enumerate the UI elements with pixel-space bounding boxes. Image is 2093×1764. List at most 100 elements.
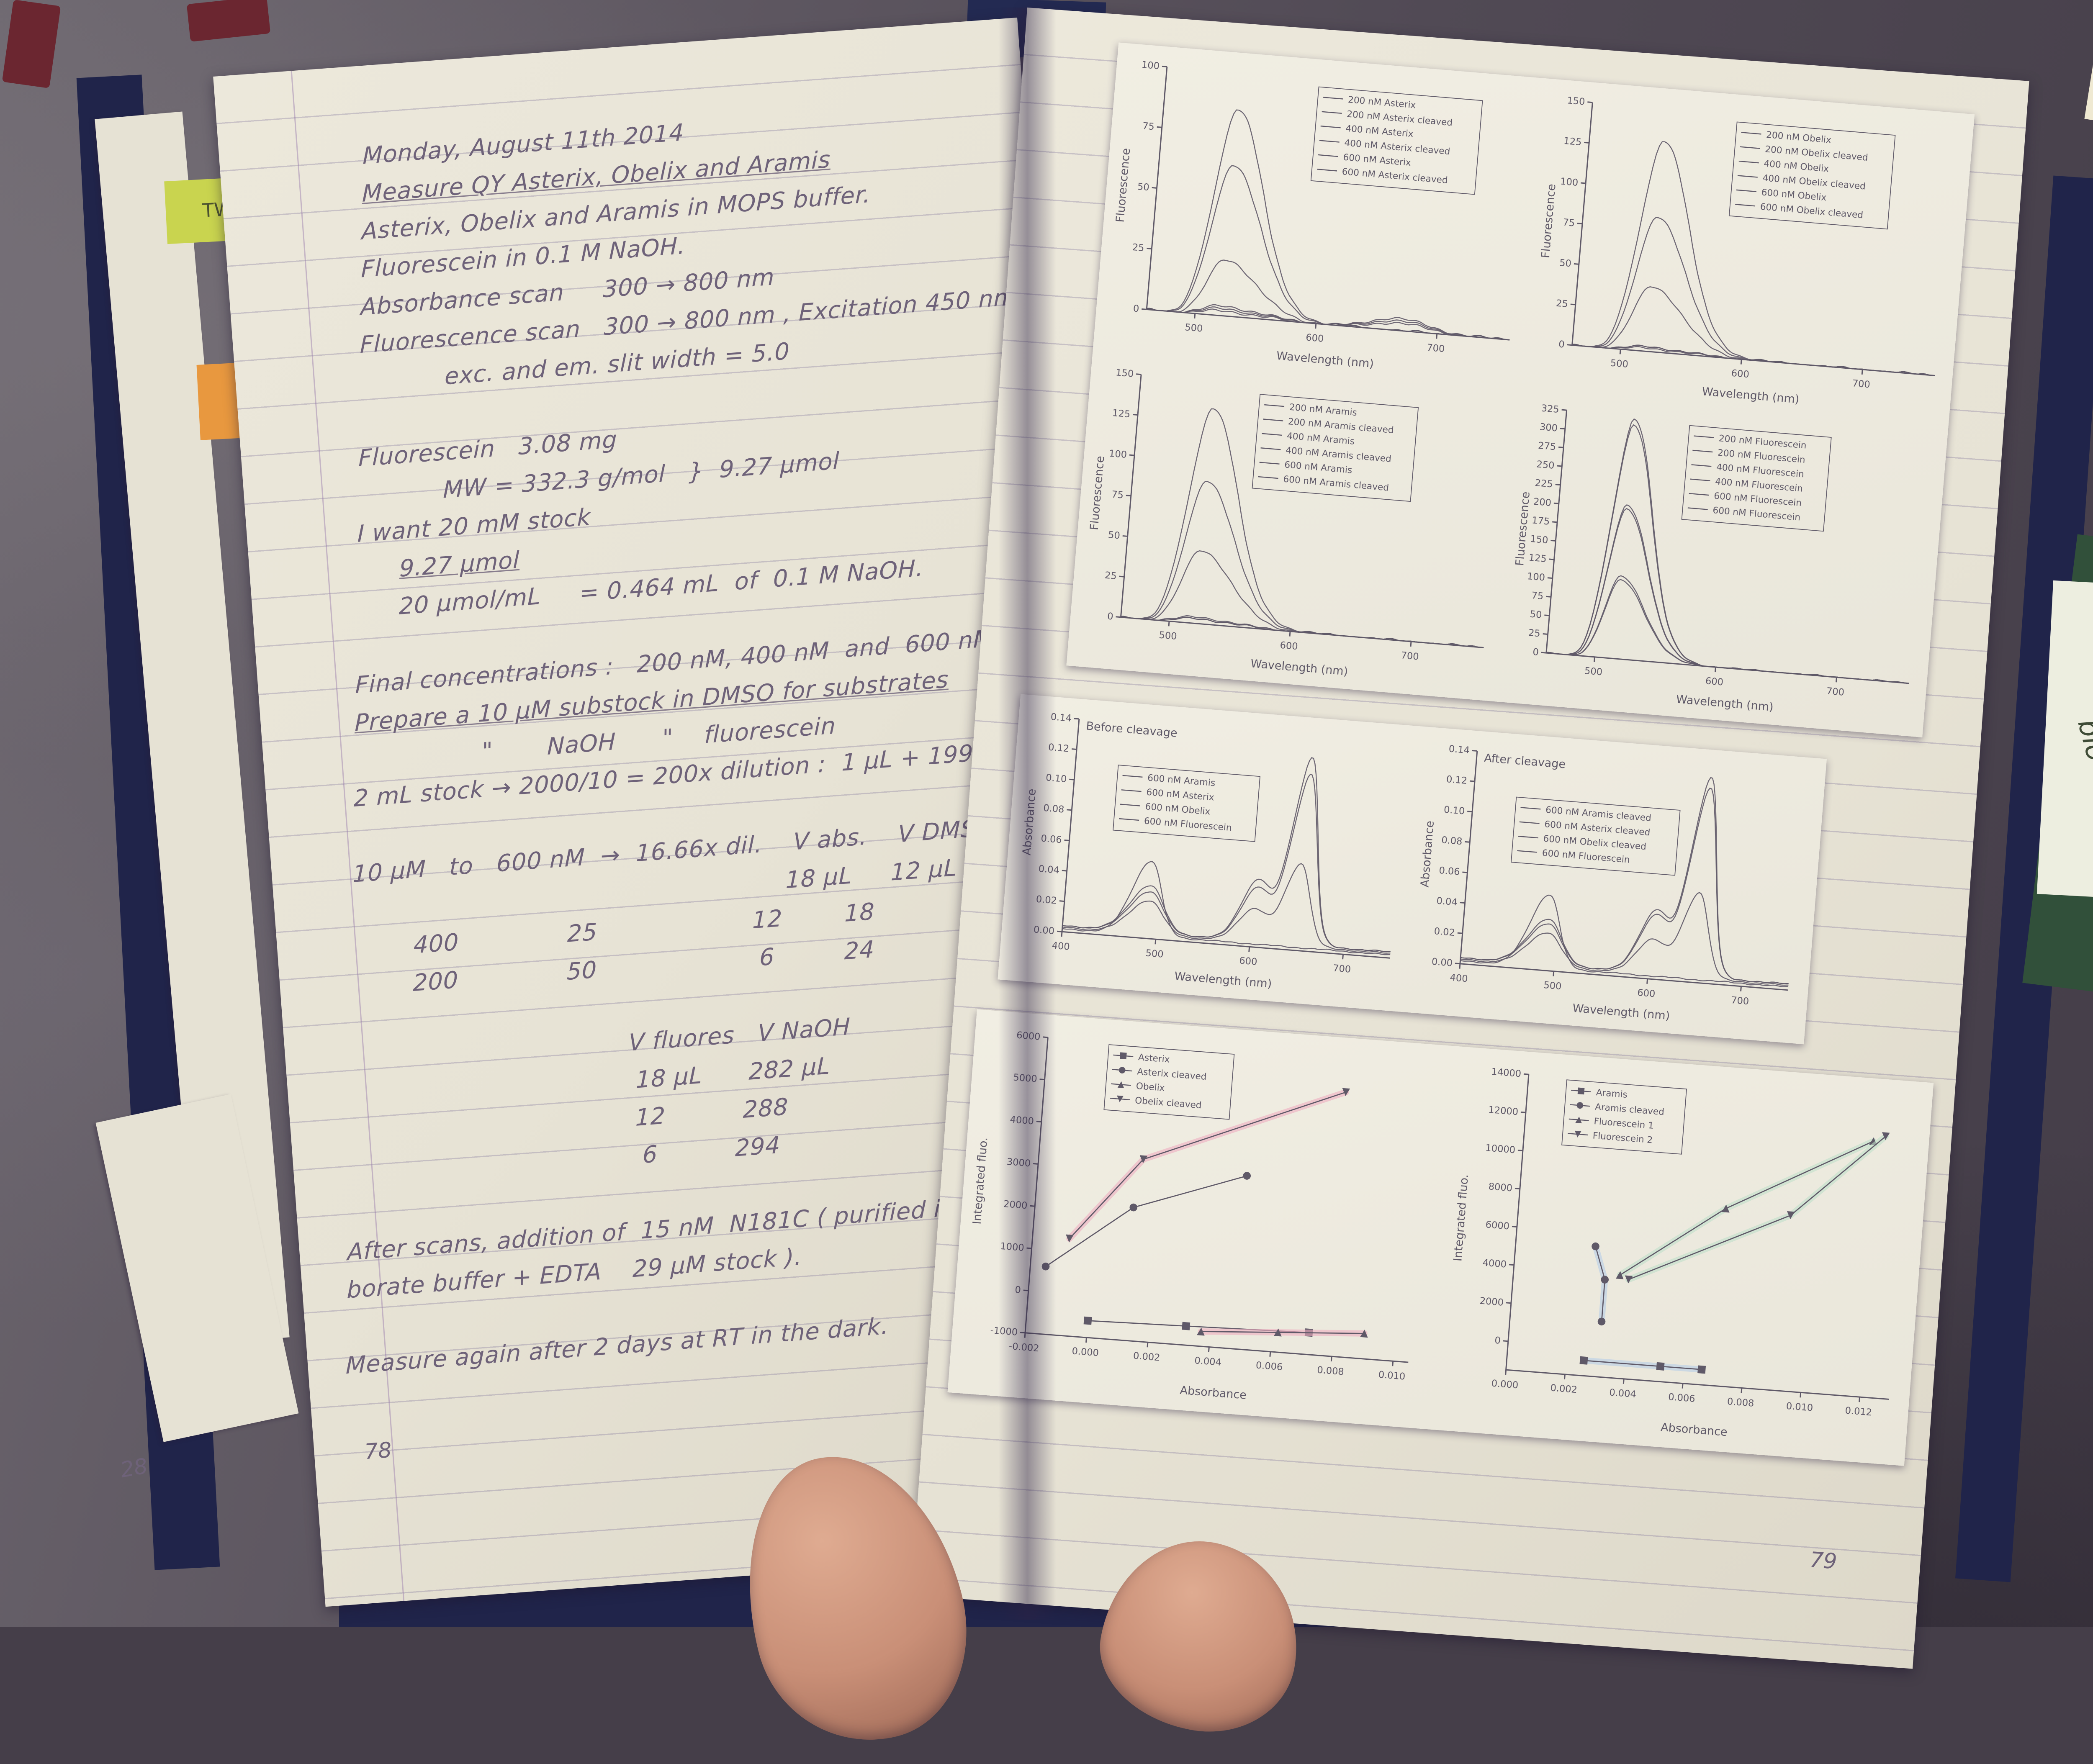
chart-absorbance-after-cleavage: 400 500 600 700 0.00 0.02 0.04 0.06 0.08 0.10 0.12… <box>1406 734 1816 1036</box>
x-axis-label: Absorbance <box>1660 1421 1728 1439</box>
y-tick-label: 125 <box>1563 136 1582 148</box>
legend-label: 600 nM Aramis <box>1284 460 1352 475</box>
y-tick-label: 6000 <box>1016 1030 1041 1042</box>
y-tick-label: 300 <box>1539 421 1558 434</box>
x-tick-label: 400 <box>1052 940 1070 952</box>
x-tick-label: 600 <box>1305 332 1324 344</box>
x-tick-label: 500 <box>1584 665 1603 678</box>
legend-label: 200 nM Obelix <box>1766 130 1832 146</box>
x-tick-label: 0.002 <box>1133 1351 1160 1363</box>
spine-shadow <box>998 8 1056 1620</box>
right-page-number: 79 <box>1809 1548 1838 1575</box>
y-tick-label: 2000 <box>1479 1295 1504 1308</box>
y-tick-label: 275 <box>1538 440 1556 453</box>
x-tick-label: 700 <box>1426 342 1445 355</box>
x-tick-label: 0.000 <box>1491 1378 1519 1391</box>
x-axis-label: Wavelength (nm) <box>1174 970 1272 991</box>
x-tick-label: 600 <box>1705 675 1724 688</box>
x-axis-label: Wavelength (nm) <box>1250 657 1348 678</box>
legend-label: 600 nM Obelix <box>1145 801 1211 817</box>
x-tick-label: 0.000 <box>1072 1345 1099 1358</box>
x-tick-label: 0.008 <box>1316 1365 1344 1378</box>
x-tick-label: 700 <box>1332 963 1351 975</box>
y-tick-label: 150 <box>1566 95 1585 108</box>
y-tick-label: 0 <box>1107 611 1113 622</box>
y-tick-label: 0.10 <box>1443 804 1465 817</box>
legend-label: Aramis <box>1596 1087 1628 1100</box>
x-tick-label: 600 <box>1239 955 1257 967</box>
x-tick-label: 500 <box>1543 980 1562 992</box>
x-axis-label: Wavelength (nm) <box>1702 385 1800 406</box>
x-axis-label: Wavelength (nm) <box>1676 693 1774 714</box>
legend-label: 200 nM Aramis <box>1289 402 1358 418</box>
right-page: 500 600 700 0 25 50 75 100 Wavelength (nm) Fluore… <box>910 8 2029 1669</box>
chart-svg-fluor-aramis: 500 600 700 0 25 50 75 100 125 150 Wavelength (nm)… <box>1088 367 1484 678</box>
y-axis-label: Fluorescence <box>1539 183 1558 259</box>
y-tick-label: 1000 <box>1000 1241 1024 1253</box>
legend-label: 600 nM Fluorescein <box>1712 505 1801 523</box>
x-tick-label: 0.004 <box>1609 1387 1636 1400</box>
printout-integrated-fluorescence: -0.002 0.000 0.002 0.004 0.006 0.008 0.010 -100… <box>947 1009 1934 1466</box>
legend-label: 600 nM Asterix <box>1146 787 1215 803</box>
chart-absorbance-before-cleavage: 400 500 600 700 0.00 0.02 0.04 0.06 0.08 0.10 0.12… <box>1008 702 1418 1004</box>
chart-svg-int-asterix-obelix: -0.002 0.000 0.002 0.004 0.006 0.008 0.010 -100… <box>971 1030 1409 1402</box>
y-tick-label: 75 <box>1562 217 1575 229</box>
y-tick-label: 10000 <box>1485 1143 1516 1155</box>
x-tick-label: 0.002 <box>1550 1382 1578 1395</box>
y-tick-label: 6000 <box>1485 1219 1510 1232</box>
legend-label: 400 nM Asterix <box>1345 123 1414 140</box>
x-tick-label: 600 <box>1731 368 1750 380</box>
under-page-number: 28 <box>118 1454 150 1484</box>
legend-label: Obelix cleaved <box>1134 1095 1202 1111</box>
y-tick-label: 50 <box>1137 181 1150 193</box>
legend-label: 200 nM Asterix <box>1347 95 1416 111</box>
y-tick-label: 25 <box>1104 570 1117 582</box>
chart-fluorescence-obelix: 500 600 700 0 25 50 75 100 125 150 Wavelength (nm)… <box>1526 86 1967 421</box>
y-axis-label: Integrated fluo. <box>971 1137 990 1225</box>
y-tick-label: 25 <box>1556 298 1568 310</box>
y-tick-label: 4000 <box>1482 1257 1507 1270</box>
x-axis-label: Wavelength (nm) <box>1572 1002 1670 1023</box>
x-axis-label: Absorbance <box>1180 1384 1247 1402</box>
y-tick-label: 0.12 <box>1048 742 1070 755</box>
x-tick-label: 600 <box>1280 640 1298 652</box>
x-tick-label: 0.012 <box>1845 1405 1872 1418</box>
legend-label: 600 nM Fluorescein <box>1542 848 1630 865</box>
y-tick-label: 25 <box>1528 627 1541 639</box>
x-tick-label: 0.006 <box>1255 1360 1283 1373</box>
y-tick-label: 3000 <box>1006 1156 1031 1169</box>
y-tick-label: 0.12 <box>1446 774 1468 786</box>
y-tick-label: 25 <box>1132 242 1145 254</box>
y-tick-label: 5000 <box>1013 1072 1037 1084</box>
y-tick-label: 225 <box>1535 478 1553 490</box>
y-tick-label: 14000 <box>1491 1066 1522 1079</box>
chart-fluorescence-asterix: 500 600 700 0 25 50 75 100 Wavelength (nm) Fluore… <box>1100 51 1541 386</box>
x-tick-label: 700 <box>1401 650 1419 662</box>
chart-svg-int-aramis-fluorescein: 0.000 0.002 0.004 0.006 0.008 0.010 0.012 0 2000… <box>1451 1066 1890 1439</box>
y-axis-label: Absorbance <box>1418 820 1437 888</box>
y-tick-label: 100 <box>1108 448 1127 461</box>
y-tick-label: 50 <box>1530 609 1543 621</box>
chart-svg-fluor-obelix: 500 600 700 0 25 50 75 100 125 150 Wavelength (nm)… <box>1539 95 1935 406</box>
chart-svg-fluor-asterix: 500 600 700 0 25 50 75 100 Wavelength (nm) Fluore… <box>1113 59 1510 370</box>
x-tick-label: 0.010 <box>1786 1401 1813 1414</box>
y-tick-label: 0.02 <box>1036 894 1057 906</box>
legend-label: Obelix <box>1136 1081 1165 1094</box>
y-tick-label: 0.14 <box>1448 743 1470 756</box>
legend-label: Asterix <box>1138 1052 1170 1065</box>
y-tick-label: 100 <box>1527 571 1545 583</box>
printout-absorbance-spectra: 400 500 600 700 0.00 0.02 0.04 0.06 0.08 0.10 0.12… <box>998 694 1827 1045</box>
legend-label: 400 nM Aramis <box>1286 431 1355 447</box>
x-tick-label: 0.004 <box>1194 1355 1222 1368</box>
y-tick-label: 0.14 <box>1050 711 1072 724</box>
legend-label: 600 nM Aramis <box>1147 773 1216 788</box>
y-tick-label: 0.06 <box>1041 833 1062 845</box>
legend-label: 600 nM Fluorescein <box>1144 816 1232 833</box>
chart-svg-abs-after: 400 500 600 700 0.00 0.02 0.04 0.06 0.08 0.10 0.12… <box>1418 743 1789 1023</box>
legend-label: Asterix cleaved <box>1137 1066 1207 1082</box>
y-tick-label: 150 <box>1115 367 1134 380</box>
legend-label: 600 nM Asterix cleaved <box>1342 167 1448 186</box>
y-tick-label: 0.02 <box>1434 926 1455 938</box>
legend-label: Fluorescein 2 <box>1592 1130 1653 1145</box>
x-tick-label: 500 <box>1159 630 1178 642</box>
